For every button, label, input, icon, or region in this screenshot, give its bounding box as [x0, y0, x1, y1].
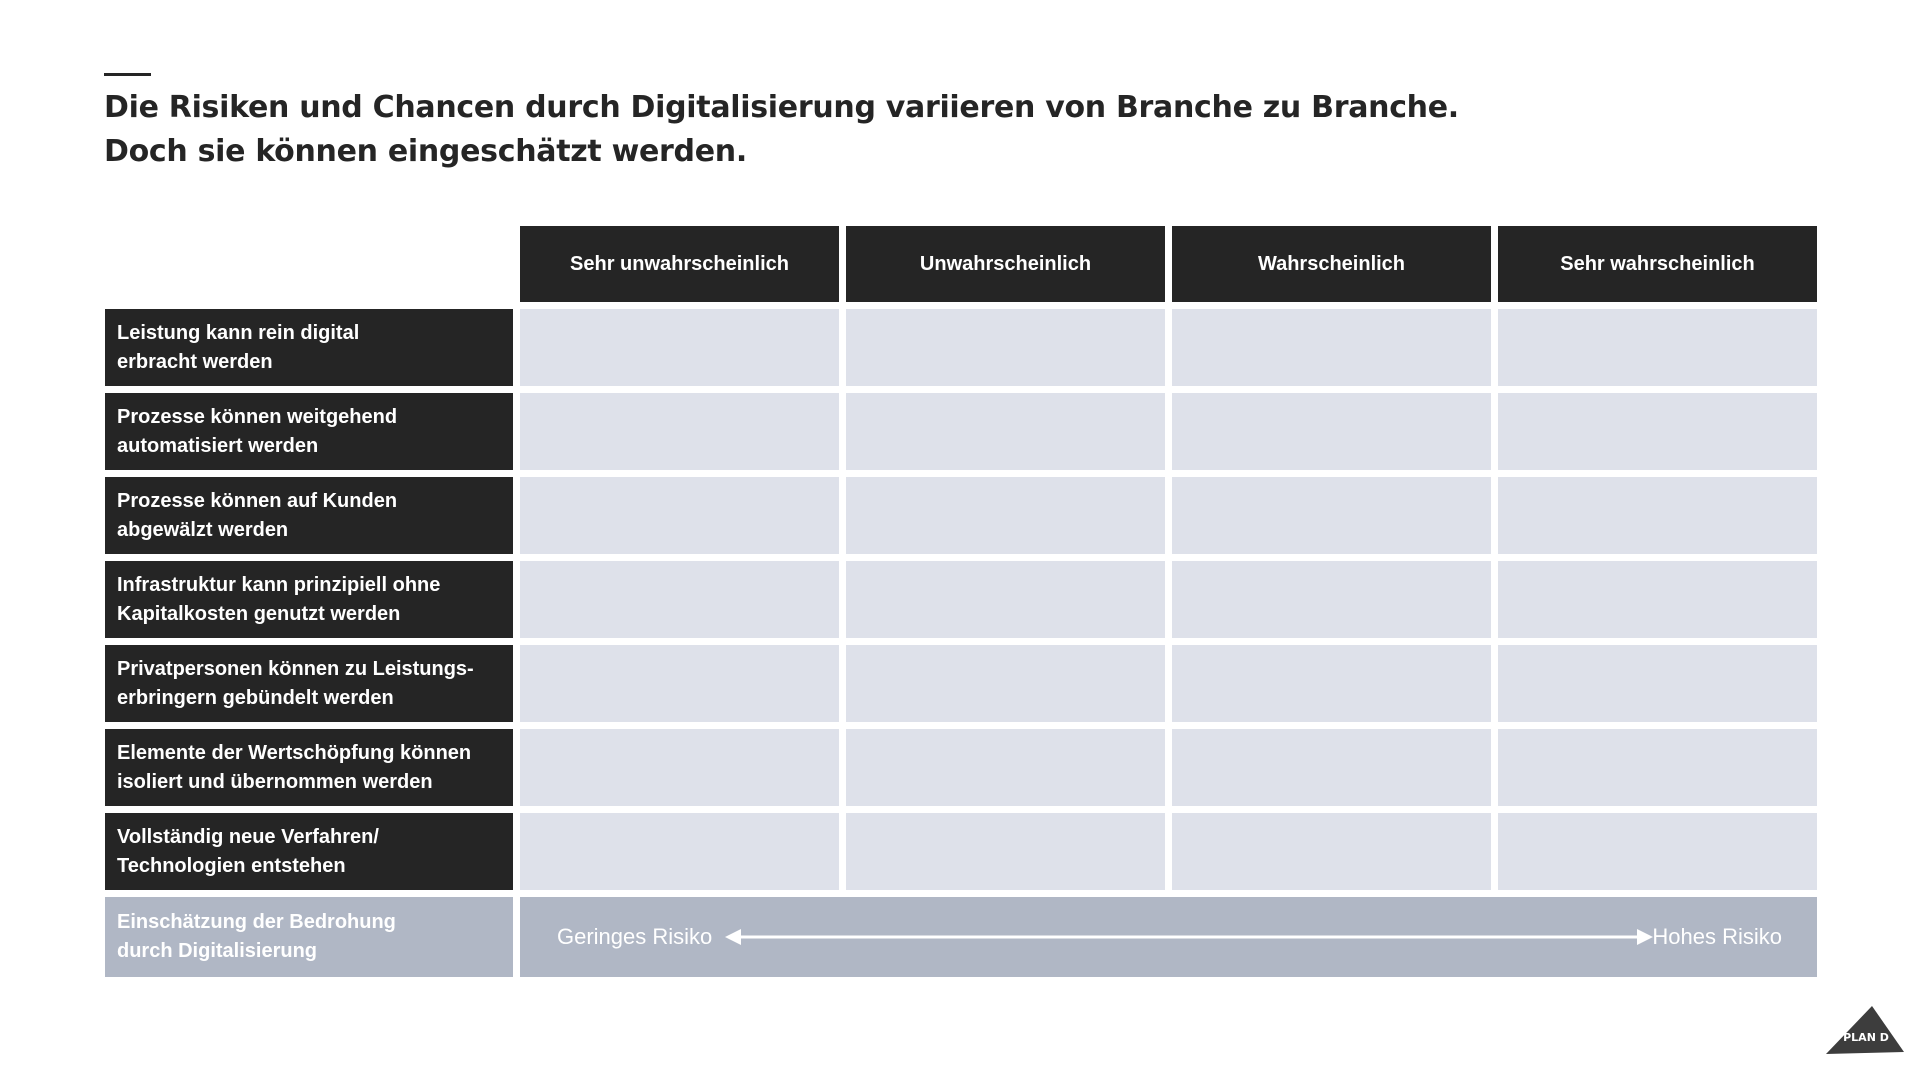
row-label-line: erbracht werden — [117, 350, 273, 373]
matrix-cell[interactable] — [520, 561, 839, 638]
matrix-cell[interactable] — [1172, 393, 1491, 470]
slide-title: Die Risiken und Chancen durch Digitalisi… — [104, 86, 1459, 174]
matrix-cell[interactable] — [520, 813, 839, 890]
matrix-cell[interactable] — [520, 477, 839, 554]
matrix-cell[interactable] — [1498, 561, 1817, 638]
matrix-cell[interactable] — [846, 729, 1165, 806]
row-label-line: Prozesse können auf Kunden — [117, 489, 398, 512]
matrix-cell[interactable] — [520, 309, 839, 386]
row-label-line: abgewälzt werden — [117, 518, 289, 541]
threat-assessment-label: Einschätzung der Bedrohung durch Digital… — [105, 897, 513, 977]
title-line-2: Doch sie können eingeschätzt werden. — [104, 134, 747, 169]
row-label-automation: Prozesse können weitgehend automatisiert… — [105, 393, 513, 470]
matrix-cell[interactable] — [1172, 309, 1491, 386]
matrix-cell[interactable] — [846, 309, 1165, 386]
matrix-cell[interactable] — [520, 729, 839, 806]
matrix-cell[interactable] — [846, 645, 1165, 722]
matrix-cell[interactable] — [1498, 477, 1817, 554]
row-label-infrastructure: Infrastruktur kann prinzipiell ohne Kapi… — [105, 561, 513, 638]
matrix-cell[interactable] — [846, 813, 1165, 890]
matrix-cell[interactable] — [1172, 813, 1491, 890]
risk-matrix: Sehr unwahrscheinlich Unwahrscheinlich W… — [105, 226, 1821, 977]
row-label-line: erbringern gebündelt werden — [117, 686, 394, 709]
row-label-line: Elemente der Wertschöpfung können — [117, 741, 472, 764]
matrix-corner — [105, 226, 513, 302]
matrix-cell[interactable] — [1498, 645, 1817, 722]
matrix-cell[interactable] — [1498, 729, 1817, 806]
row-label-line: isoliert und übernommen werden — [117, 770, 433, 793]
row-label-line: automatisiert werden — [117, 434, 319, 457]
row-label-value-chain: Elemente der Wertschöpfung können isolie… — [105, 729, 513, 806]
matrix-cell[interactable] — [520, 393, 839, 470]
matrix-cell[interactable] — [1498, 813, 1817, 890]
matrix-cell[interactable] — [1498, 309, 1817, 386]
matrix-cell[interactable] — [1172, 561, 1491, 638]
plan-d-logo: PLAN D — [1826, 1006, 1904, 1054]
low-risk-label: Geringes Risiko — [557, 924, 713, 949]
column-header-sehr-unwahrscheinlich: Sehr unwahrscheinlich — [520, 226, 839, 302]
matrix-cell[interactable] — [1172, 477, 1491, 554]
row-label-line: Kapitalkosten genutzt werden — [117, 602, 401, 625]
logo-text: PLAN D — [1843, 1031, 1889, 1044]
risk-scale: Geringes Risiko Hohes Risiko — [520, 897, 1817, 977]
row-label-private-providers: Privatpersonen können zu Leistungs- erbr… — [105, 645, 513, 722]
double-arrow-icon — [725, 929, 1653, 945]
row-label-digital-delivery: Leistung kann rein digital erbracht werd… — [105, 309, 513, 386]
high-risk-label: Hohes Risiko — [1652, 924, 1782, 949]
matrix-cell[interactable] — [520, 645, 839, 722]
row-label-line: Privatpersonen können zu Leistungs- — [117, 657, 474, 680]
row-label-line: Prozesse können weitgehend — [117, 405, 398, 428]
row-label-new-technologies: Vollständig neue Verfahren/ Technologien… — [105, 813, 513, 890]
title-rule — [104, 73, 151, 76]
column-header-unwahrscheinlich: Unwahrscheinlich — [846, 226, 1165, 302]
row-label-line: Technologien entstehen — [117, 854, 346, 877]
row-label-customer-shift: Prozesse können auf Kunden abgewälzt wer… — [105, 477, 513, 554]
assessment-label-line: Einschätzung der Bedrohung — [117, 911, 396, 933]
row-label-line: Infrastruktur kann prinzipiell ohne — [117, 573, 441, 596]
row-label-line: Vollständig neue Verfahren/ — [117, 825, 379, 848]
matrix-cell[interactable] — [846, 393, 1165, 470]
column-header-wahrscheinlich: Wahrscheinlich — [1172, 226, 1491, 302]
matrix-cell[interactable] — [1172, 645, 1491, 722]
title-line-1: Die Risiken und Chancen durch Digitalisi… — [104, 90, 1459, 125]
matrix-cell[interactable] — [1498, 393, 1817, 470]
matrix-cell[interactable] — [846, 561, 1165, 638]
matrix-cell[interactable] — [1172, 729, 1491, 806]
column-header-sehr-wahrscheinlich: Sehr wahrscheinlich — [1498, 226, 1817, 302]
matrix-cell[interactable] — [846, 477, 1165, 554]
row-label-line: Leistung kann rein digital — [117, 321, 360, 344]
assessment-label-line: durch Digitalisierung — [117, 940, 318, 962]
